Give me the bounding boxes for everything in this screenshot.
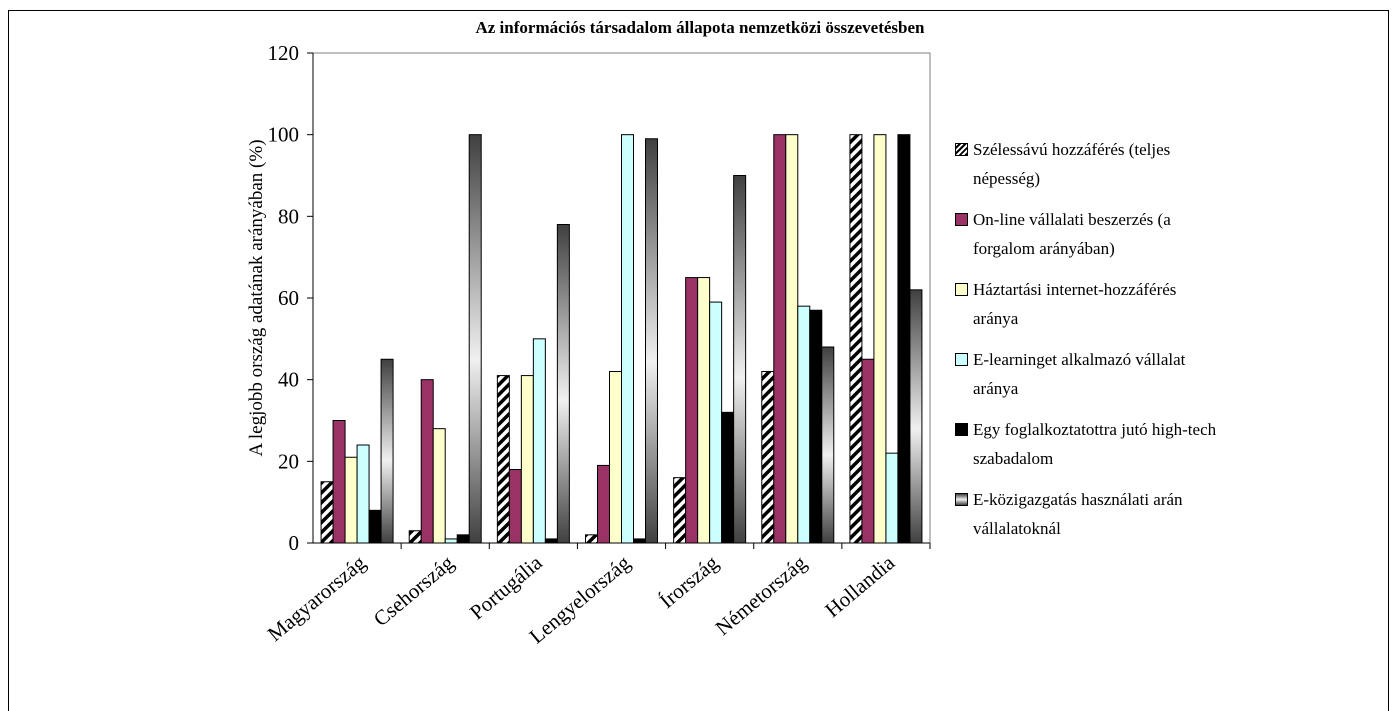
y-tick-label: 20 <box>278 449 299 473</box>
legend-label: E-learninget alkalmazó vállalat aránya <box>973 350 1186 398</box>
bar <box>520 375 534 544</box>
bar <box>320 481 334 544</box>
bar <box>849 134 863 544</box>
legend: Szélessávú hozzáférés (teljes népesség) O… <box>955 135 1230 555</box>
bar <box>673 477 687 544</box>
bar <box>344 456 358 544</box>
bar <box>633 538 646 544</box>
bar <box>897 134 911 544</box>
bar <box>444 538 458 544</box>
legend-label: Egy foglalkoztatottra jutó high-tech sza… <box>973 420 1217 468</box>
bar <box>556 224 570 544</box>
frame <box>8 10 1389 711</box>
bar <box>761 371 775 544</box>
legend-item: E-learninget alkalmazó vállalat aránya <box>955 345 1230 415</box>
x-tick-label: Portugália <box>465 550 547 624</box>
legend-swatch <box>955 423 968 436</box>
bar <box>785 134 799 544</box>
legend-label: On-line vállalati beszerzés (a forgalom … <box>973 210 1171 258</box>
bar <box>456 534 470 544</box>
bar <box>773 134 787 544</box>
bar <box>645 138 658 544</box>
bar <box>685 277 699 544</box>
legend-item: Háztartási internet-hozzáférés aránya <box>955 275 1230 345</box>
bar <box>873 134 887 544</box>
x-tick-label: Németország <box>711 550 812 640</box>
legend-item: Szélessávú hozzáférés (teljes népesség) <box>955 135 1230 205</box>
x-tick-label: Hollandia <box>820 550 899 622</box>
bar <box>597 464 610 544</box>
legend-label: Háztartási internet-hozzáférés aránya <box>973 280 1177 328</box>
bar <box>468 134 482 544</box>
bar <box>356 444 370 544</box>
bar <box>496 375 510 544</box>
bar <box>368 509 382 544</box>
bar <box>885 452 899 544</box>
y-tick-label: 80 <box>278 204 299 228</box>
y-tick-label: 40 <box>278 368 299 392</box>
legend-item: E-közigazgatás használati arán vállalato… <box>955 485 1230 555</box>
bar <box>733 175 747 544</box>
y-tick-label: 120 <box>268 41 300 65</box>
chart-title: Az információs társadalom állapota nemze… <box>475 18 925 37</box>
bar <box>861 358 875 544</box>
x-tick-label: Írország <box>655 550 724 613</box>
bar <box>709 301 723 544</box>
bar <box>909 289 923 544</box>
y-tick-label: 60 <box>278 286 299 310</box>
bar <box>621 134 634 544</box>
bar <box>821 346 835 544</box>
bar <box>544 538 558 544</box>
x-tick-label: Magyarország <box>263 550 371 646</box>
bar <box>532 338 546 544</box>
legend-item: Egy foglalkoztatottra jutó high-tech sza… <box>955 415 1230 485</box>
legend-item: On-line vállalati beszerzés (a forgalom … <box>955 205 1230 275</box>
bar <box>420 379 434 544</box>
legend-swatch <box>955 283 968 296</box>
y-tick-label: 100 <box>268 123 300 147</box>
legend-swatch <box>955 213 968 226</box>
legend-label: Szélessávú hozzáférés (teljes népesség) <box>973 140 1171 188</box>
y-axis-label: A legjobb ország adatának arányában (%) <box>246 139 267 456</box>
legend-swatch <box>955 353 968 366</box>
legend-label: E-közigazgatás használati arán vállalato… <box>973 490 1183 538</box>
bar <box>797 305 811 544</box>
bar <box>809 309 823 544</box>
bar <box>697 277 711 544</box>
legend-swatch <box>955 493 968 506</box>
bar <box>332 420 346 544</box>
bar <box>585 534 598 544</box>
bar <box>609 371 622 544</box>
bar <box>508 469 522 544</box>
y-tick-label: 0 <box>289 531 300 555</box>
bar <box>380 358 394 544</box>
bar <box>432 428 446 544</box>
bar <box>408 530 422 544</box>
legend-swatch <box>955 143 968 156</box>
x-tick-label: Csehország <box>369 550 459 631</box>
bar <box>721 411 735 544</box>
